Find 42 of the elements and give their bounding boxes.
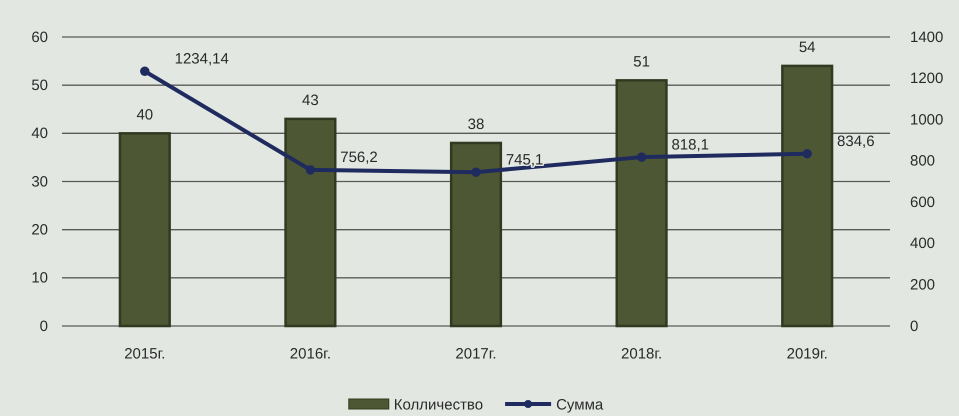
x-tick-label: 2017г.	[455, 346, 497, 363]
data-label: 38	[468, 116, 484, 133]
legend-label: Сумма	[556, 396, 604, 414]
y-tick-label: 10	[31, 270, 48, 287]
y2-tick-label: 1400	[910, 28, 944, 46]
bar	[781, 64, 834, 328]
x-tick-label: 2018г.	[621, 346, 662, 363]
data-label: 1234,14	[174, 50, 229, 68]
bar	[616, 79, 668, 328]
x-tick-label: 2019г.	[786, 346, 828, 363]
data-label: 43	[302, 92, 319, 109]
x-tick-label: 2015г.	[124, 346, 166, 363]
point	[471, 167, 481, 177]
x-tick-label: 2016г.	[290, 346, 331, 363]
y2-tick-label: 200	[910, 276, 936, 294]
y2-tick-label: 800	[910, 152, 936, 170]
y2-tick-label: 1200	[910, 70, 944, 88]
point	[306, 165, 316, 175]
y-tick-label: 60	[31, 28, 48, 46]
data-label: 40	[136, 106, 154, 124]
y-tick-label: 0	[40, 318, 48, 335]
data-label: 756,2	[340, 149, 378, 166]
y2-tick-label: 0	[910, 318, 918, 335]
legend-label: Колличество	[394, 396, 484, 414]
data-label: 818,1	[671, 136, 709, 154]
data-label: 834,6	[837, 132, 875, 150]
bar	[118, 132, 171, 328]
y-tick-label: 50	[31, 76, 48, 94]
y-tick-label: 40	[31, 125, 48, 142]
y2-tick-label: 600	[910, 194, 936, 211]
y-tick-label: 20	[31, 221, 48, 238]
point	[140, 66, 150, 76]
bar	[450, 142, 502, 328]
point	[802, 149, 812, 158]
bar	[284, 118, 336, 328]
y2-tick-label: 1000	[910, 111, 944, 128]
y2-tick-label: 400	[910, 235, 936, 252]
data-label: 51	[633, 53, 650, 70]
data-label: 54	[798, 38, 816, 56]
data-label: 745,1	[506, 151, 544, 168]
point	[636, 152, 646, 162]
y-tick-label: 30	[31, 173, 48, 190]
